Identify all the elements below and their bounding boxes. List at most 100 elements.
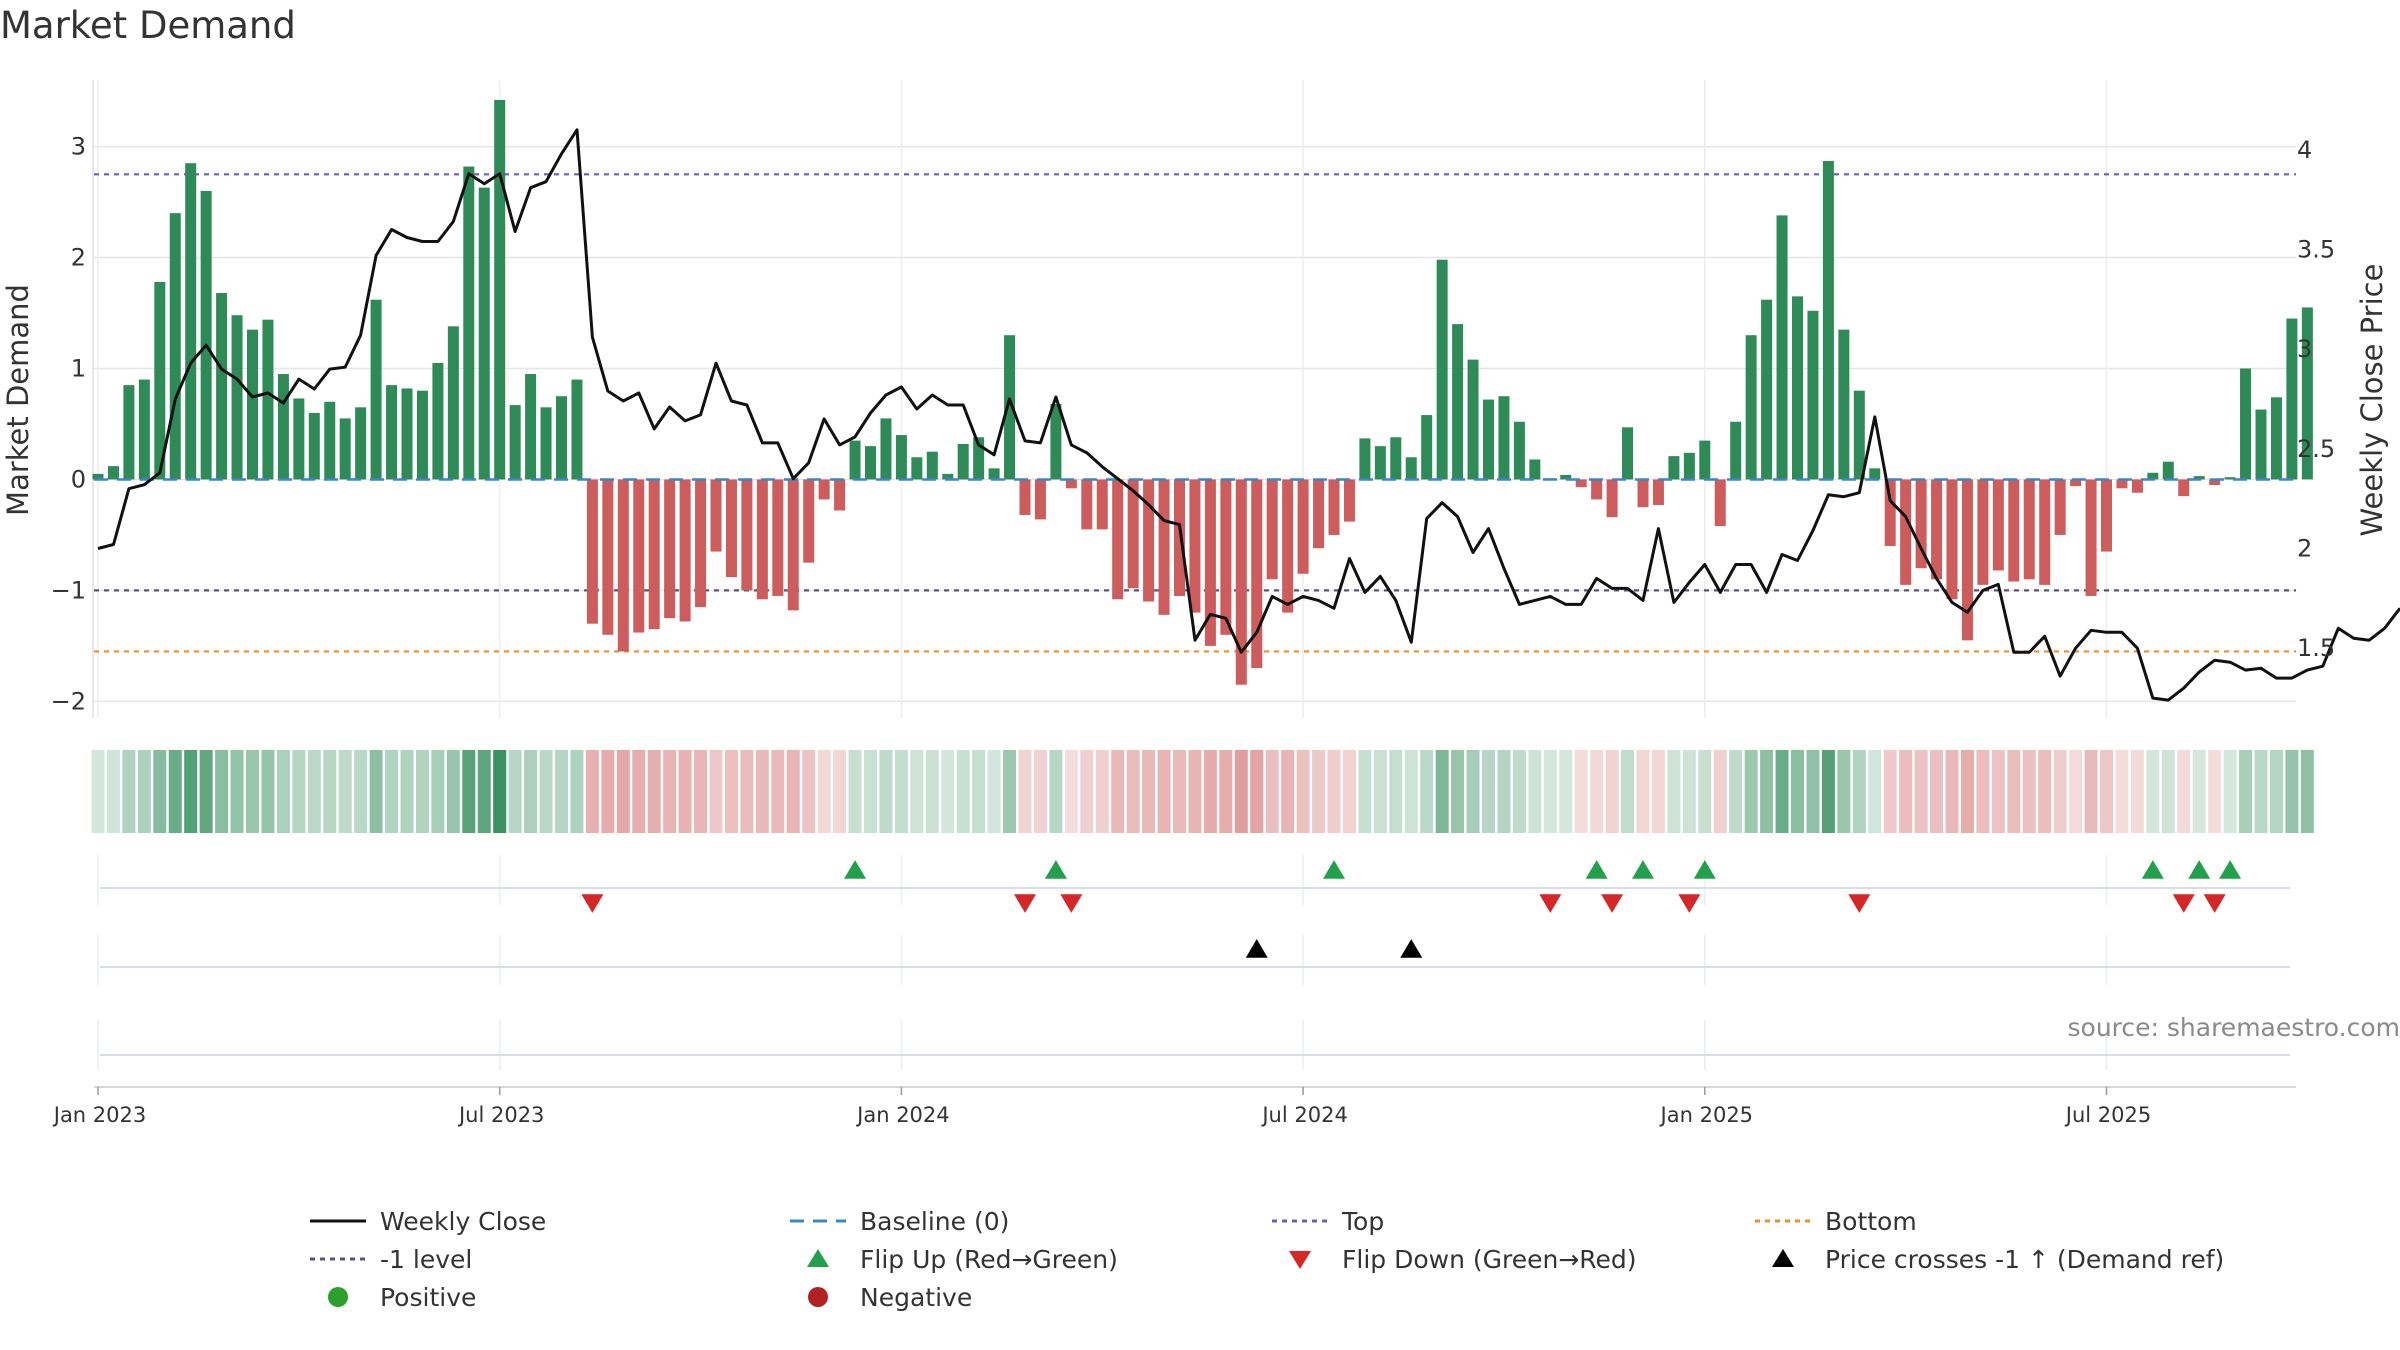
demand-bar (2116, 479, 2128, 489)
strip-cell (925, 750, 939, 833)
demand-bar (1235, 479, 1247, 685)
demand-bar (339, 418, 351, 480)
demand-bar (957, 443, 969, 480)
strip-cell (1219, 750, 1233, 833)
demand-bar (834, 479, 846, 511)
demand-bar (895, 435, 907, 480)
flip-up-marker (844, 860, 867, 879)
demand-bar (586, 479, 598, 624)
strip-cell (415, 750, 429, 833)
strip-cell (400, 750, 414, 833)
source-label: source: sharemaestro.com (2067, 1013, 2400, 1042)
strip-cell (1559, 750, 1573, 833)
demand-bar (880, 418, 892, 480)
legend-label: Price crosses -1 ↑ (Demand ref) (1825, 1244, 2225, 1274)
demand-bar (865, 446, 876, 480)
strip-cell (663, 750, 677, 833)
demand-bar (2085, 479, 2097, 596)
demand-bar (1143, 479, 1155, 602)
strip-cell (1914, 750, 1928, 833)
flip-up-marker (1323, 860, 1345, 879)
demand-bar (818, 479, 830, 500)
demand-bar (2039, 479, 2051, 585)
strip-cell (1111, 750, 1125, 833)
strip-cell (1883, 750, 1897, 833)
demand-bar (2162, 461, 2174, 480)
strip-cell (1373, 750, 1387, 833)
strip-cell (431, 750, 445, 833)
strip-cell (493, 750, 507, 833)
demand-bar (1637, 479, 1649, 508)
strip-cell (2239, 750, 2253, 833)
demand-bar (617, 479, 629, 652)
demand-bar (1266, 479, 1278, 580)
legend-label: Top (1342, 1206, 1385, 1236)
strip-cell (1435, 750, 1449, 833)
y2-tick-label: 3 (2297, 335, 2312, 363)
demand-bar (262, 319, 274, 480)
demand-bar (664, 479, 676, 619)
strip-cell (1512, 750, 1526, 833)
demand-bar (216, 293, 228, 480)
demand-bar (2023, 479, 2035, 580)
strip-cell (1698, 750, 1712, 833)
demand-bar (787, 479, 799, 611)
strip-cell (555, 750, 568, 833)
strip-cell (1605, 750, 1619, 833)
demand-bar (571, 379, 583, 480)
legend: Weekly Close Baseline (0) Top Bottom -1 leve… (308, 1206, 2308, 1336)
strip-cell (601, 750, 615, 833)
strip-cell (879, 750, 893, 833)
demand-bar (1050, 403, 1062, 480)
demand-bar (1421, 415, 1433, 480)
strip-cell (106, 750, 120, 833)
demand-bar (123, 385, 135, 480)
legend-symbol-icon (1755, 1219, 1811, 1223)
demand-bar (308, 412, 320, 480)
demand-bar (1498, 396, 1510, 480)
strip-cell (755, 750, 769, 833)
strip-cell (446, 750, 460, 833)
demand-bar (988, 468, 1000, 480)
demand-bar (1019, 479, 1031, 515)
legend-item: -1 level (308, 1244, 472, 1274)
flip-up-marker (1044, 860, 1067, 879)
strip-cell (1018, 750, 1032, 833)
strip-cell (987, 750, 1001, 833)
strip-cell (524, 750, 538, 833)
legend-label: -1 level (380, 1244, 473, 1274)
demand-bar (648, 479, 660, 630)
demand-bar (324, 401, 336, 480)
strip-cell (1945, 750, 1959, 833)
demand-bar (911, 457, 923, 480)
strip-cell (1404, 750, 1418, 833)
y2-axis-label: Weekly Close Price (2355, 264, 2389, 537)
demand-bar (1081, 479, 1093, 530)
price-cross-marker (1245, 939, 1268, 958)
heat-strip (91, 750, 2314, 833)
demand-bar (2301, 307, 2313, 480)
demand-bar (1683, 452, 1695, 480)
price-cross-marker (1400, 939, 1423, 958)
demand-bar (416, 390, 428, 480)
demand-bar (1251, 479, 1263, 669)
signal-markers (100, 860, 2290, 1056)
demand-bar (756, 479, 768, 600)
demand-bar (1282, 479, 1294, 613)
demand-bar (803, 479, 815, 563)
flip-up-marker (2188, 860, 2211, 879)
flip-down-marker (1060, 894, 1083, 913)
strip-cell (2038, 750, 2052, 833)
strip-cell (1930, 750, 1944, 833)
demand-bar (1405, 457, 1417, 480)
demand-bar (1931, 479, 1943, 580)
demand-bar (169, 213, 181, 480)
strip-cell (1899, 750, 1913, 833)
demand-bar (741, 479, 753, 591)
flip-down-marker (2203, 894, 2226, 913)
demand-bar (772, 479, 784, 596)
weekly-close-line (97, 128, 2400, 702)
strip-cell (1744, 750, 1758, 833)
strip-cell (137, 750, 151, 833)
demand-bar (1900, 479, 1912, 585)
